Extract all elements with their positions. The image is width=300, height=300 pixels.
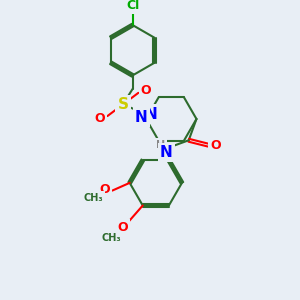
- Text: CH₃: CH₃: [102, 233, 122, 243]
- Text: CH₃: CH₃: [83, 194, 103, 203]
- Text: N: N: [145, 106, 157, 122]
- Text: O: O: [94, 112, 105, 124]
- Text: O: O: [211, 139, 221, 152]
- Text: N: N: [135, 110, 148, 124]
- Text: S: S: [117, 97, 128, 112]
- Text: N: N: [160, 146, 173, 160]
- Text: O: O: [117, 221, 128, 234]
- Text: O: O: [141, 84, 152, 98]
- Text: H: H: [156, 140, 165, 150]
- Text: Cl: Cl: [126, 0, 139, 12]
- Text: O: O: [99, 183, 110, 196]
